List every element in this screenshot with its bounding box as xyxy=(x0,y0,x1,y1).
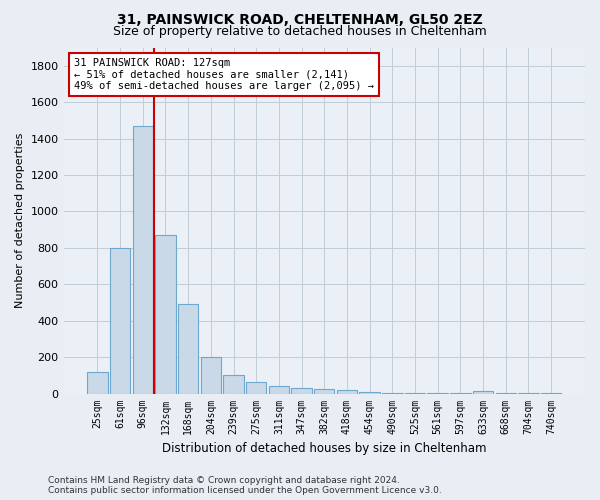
Bar xyxy=(382,392,403,394)
Bar xyxy=(133,126,153,394)
Bar xyxy=(427,393,448,394)
Bar xyxy=(178,304,199,394)
Bar xyxy=(87,372,107,394)
Bar xyxy=(292,388,312,394)
Text: 31 PAINSWICK ROAD: 127sqm
← 51% of detached houses are smaller (2,141)
49% of se: 31 PAINSWICK ROAD: 127sqm ← 51% of detac… xyxy=(74,58,374,91)
Y-axis label: Number of detached properties: Number of detached properties xyxy=(15,133,25,308)
Bar xyxy=(223,376,244,394)
Bar xyxy=(200,357,221,394)
Bar xyxy=(405,393,425,394)
Bar xyxy=(246,382,266,394)
Text: Contains HM Land Registry data © Crown copyright and database right 2024.
Contai: Contains HM Land Registry data © Crown c… xyxy=(48,476,442,495)
Bar xyxy=(314,389,334,394)
Bar xyxy=(337,390,357,394)
X-axis label: Distribution of detached houses by size in Cheltenham: Distribution of detached houses by size … xyxy=(162,442,487,455)
Text: 31, PAINSWICK ROAD, CHELTENHAM, GL50 2EZ: 31, PAINSWICK ROAD, CHELTENHAM, GL50 2EZ xyxy=(117,12,483,26)
Text: Size of property relative to detached houses in Cheltenham: Size of property relative to detached ho… xyxy=(113,25,487,38)
Bar xyxy=(110,248,130,394)
Bar xyxy=(359,392,380,394)
Bar xyxy=(269,386,289,394)
Bar xyxy=(473,391,493,394)
Bar xyxy=(155,235,176,394)
